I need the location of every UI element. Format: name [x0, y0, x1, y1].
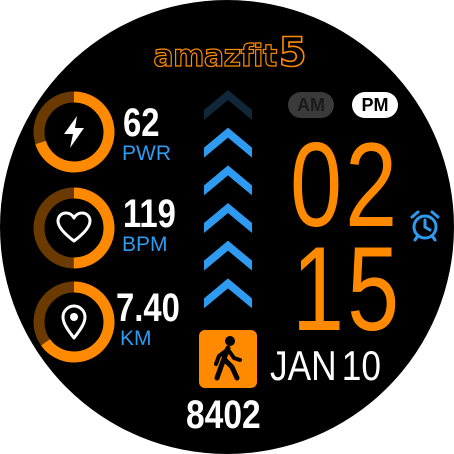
- lightning-icon: [54, 112, 94, 152]
- power-ring-gauge: [33, 91, 115, 173]
- power-unit: PWR: [122, 142, 171, 165]
- step-count: 8402: [186, 393, 261, 437]
- date-month: JAN: [270, 342, 337, 389]
- distance-unit: KM: [120, 327, 152, 350]
- chevron-active: [204, 203, 252, 233]
- minute-display: 15: [292, 222, 403, 356]
- pm-indicator: PM: [352, 92, 398, 118]
- brand-logo: amazfit 5: [150, 29, 310, 78]
- walking-person-icon[interactable]: [199, 330, 257, 388]
- chevron-active: [204, 278, 252, 308]
- location-pin-icon: [54, 302, 94, 342]
- distance-value: 7.40: [116, 286, 180, 330]
- heart-icon: [54, 208, 94, 248]
- heart-rate-value: 119: [123, 192, 176, 236]
- heart-rate-ring-gauge: [33, 187, 115, 269]
- alarm-clock-icon[interactable]: [408, 208, 442, 242]
- date-day: 10: [341, 342, 381, 389]
- distance-ring-gauge: [33, 281, 115, 363]
- power-ring[interactable]: [32, 90, 116, 174]
- chevron-active: [204, 165, 252, 196]
- date-display: JAN 10: [270, 344, 381, 388]
- am-indicator: AM: [288, 92, 334, 118]
- hour-display: 02: [290, 118, 401, 252]
- power-value: 62: [123, 101, 160, 145]
- heart-rate-unit: BPM: [122, 233, 168, 256]
- activity-chevron-stack: [204, 90, 252, 308]
- chevron-active: [204, 127, 252, 158]
- chevron-active: [204, 240, 252, 271]
- distance-ring[interactable]: [32, 280, 116, 364]
- chevron-inactive: [204, 90, 252, 120]
- heart-rate-ring[interactable]: [32, 186, 116, 270]
- brand-name: amazfit: [153, 38, 278, 74]
- brand-model: 5: [278, 29, 307, 77]
